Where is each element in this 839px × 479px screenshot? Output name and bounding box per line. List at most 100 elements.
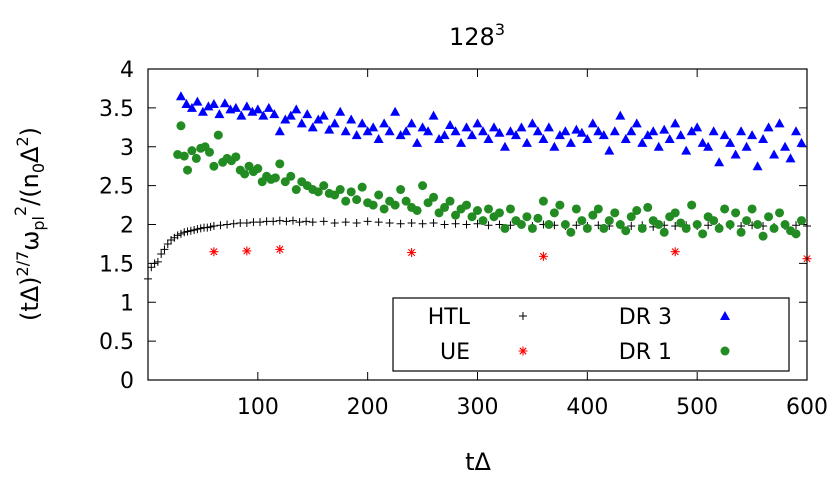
series-circle	[173, 121, 807, 241]
data-point	[213, 130, 223, 140]
data-point	[654, 220, 664, 229]
data-point	[521, 137, 532, 147]
data-point	[385, 218, 394, 227]
data-point	[406, 118, 417, 128]
data-point	[516, 220, 526, 229]
ylabel-part-3: pl	[29, 216, 48, 231]
data-point	[708, 126, 719, 136]
data-point	[418, 219, 427, 228]
data-point	[659, 124, 670, 134]
data-point	[183, 227, 192, 236]
data-point	[153, 257, 162, 266]
data-point	[253, 164, 263, 174]
data-point	[390, 200, 400, 210]
data-point	[527, 118, 538, 128]
data-point	[291, 104, 302, 114]
data-point	[775, 208, 785, 218]
data-point	[335, 185, 345, 195]
data-point	[368, 122, 379, 132]
data-point	[543, 122, 554, 132]
data-point	[229, 219, 238, 228]
data-point	[296, 118, 307, 128]
data-point	[191, 153, 201, 163]
data-point	[363, 217, 372, 226]
legend-label-htl: HTL	[428, 305, 471, 330]
data-point	[572, 221, 581, 230]
data-point	[752, 161, 763, 171]
y-tick-label: 0	[120, 369, 134, 394]
chart-title: 1283	[449, 20, 505, 51]
data-point	[263, 102, 274, 112]
data-point	[282, 217, 291, 226]
x-axis-label: tΔ	[465, 448, 491, 476]
data-point	[440, 220, 449, 229]
data-point	[230, 102, 241, 112]
y-tick-label: 3.5	[99, 97, 134, 122]
data-point	[785, 153, 796, 163]
data-point	[324, 124, 335, 134]
data-point	[193, 225, 202, 234]
plot-frame	[147, 68, 808, 381]
data-point	[516, 122, 527, 132]
data-point	[742, 216, 752, 226]
data-point	[176, 121, 186, 131]
data-point	[500, 223, 510, 233]
data-point	[307, 122, 318, 132]
data-point	[797, 216, 807, 226]
data-point	[763, 122, 774, 132]
data-point	[582, 133, 593, 143]
data-point	[477, 126, 488, 136]
data-point	[462, 200, 472, 210]
data-point	[725, 220, 735, 229]
data-point	[313, 187, 323, 197]
data-point	[214, 109, 225, 119]
data-point	[566, 227, 576, 237]
chart-title-sup: 3	[495, 20, 505, 39]
data-point	[703, 141, 714, 151]
data-point	[659, 227, 669, 237]
data-point	[494, 127, 505, 137]
data-point	[302, 217, 311, 226]
data-point	[401, 126, 412, 136]
data-point	[791, 229, 801, 239]
data-point	[627, 222, 636, 231]
data-point	[626, 212, 636, 222]
data-point	[593, 204, 603, 214]
data-point	[780, 141, 791, 151]
data-point	[280, 114, 291, 124]
data-point	[379, 118, 390, 128]
data-point	[450, 126, 461, 136]
ylabel-part-5: /(n	[16, 173, 44, 206]
data-point	[340, 126, 351, 136]
data-point	[719, 130, 730, 140]
data-point	[681, 145, 692, 155]
data-point	[407, 247, 417, 257]
data-point	[275, 216, 284, 225]
data-point	[676, 218, 686, 228]
data-point	[637, 223, 647, 233]
data-point	[180, 228, 189, 237]
data-point	[330, 218, 339, 227]
data-point	[417, 122, 428, 132]
data-point	[280, 177, 290, 187]
data-point	[758, 133, 769, 143]
data-point	[275, 244, 285, 254]
data-point	[445, 119, 456, 129]
data-point	[374, 190, 384, 200]
x-tick-label: 300	[457, 395, 499, 420]
data-point	[219, 98, 230, 108]
data-point	[434, 208, 444, 218]
data-point	[610, 208, 620, 218]
x-tick-label: 400	[566, 395, 608, 420]
data-point	[181, 98, 192, 108]
data-point	[697, 137, 708, 147]
data-point	[176, 229, 185, 238]
data-point	[488, 122, 499, 132]
data-point	[704, 221, 713, 230]
data-point	[472, 118, 483, 128]
data-point	[150, 259, 159, 268]
data-point	[473, 206, 482, 216]
data-point	[620, 133, 631, 143]
data-point	[288, 216, 297, 225]
